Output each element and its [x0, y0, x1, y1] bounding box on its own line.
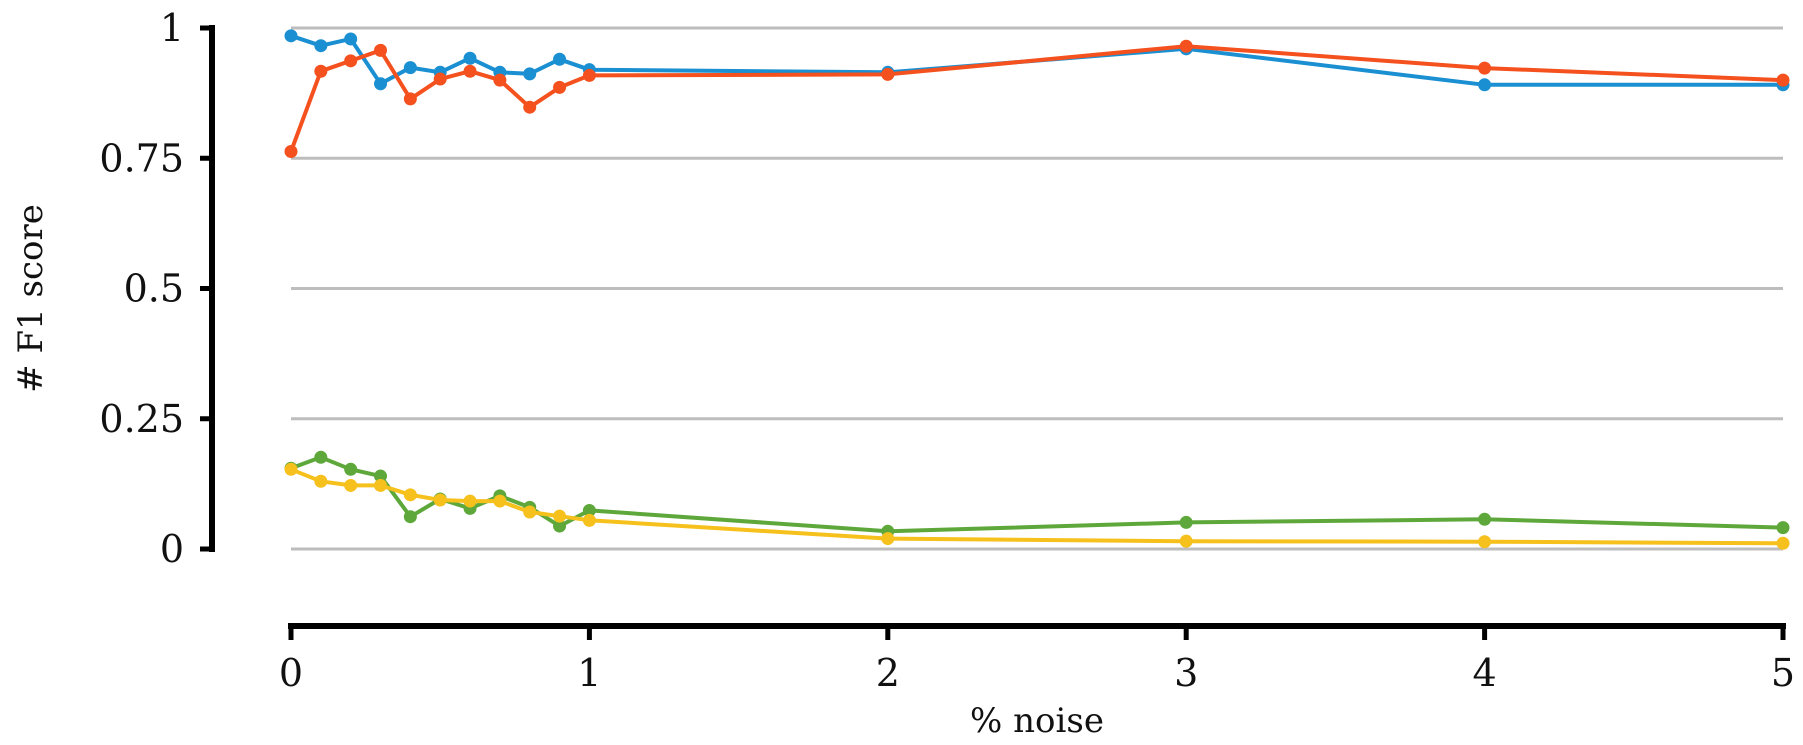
- series-2-point: [433, 72, 447, 86]
- series-3-point: [553, 519, 567, 533]
- series-1-point: [374, 77, 388, 91]
- series-1-point: [523, 67, 537, 81]
- axis-labels: 0 0.25 0.5 0.75 1 0 1 2 3 4 5: [99, 6, 1795, 695]
- series-2-point: [1776, 73, 1790, 87]
- series-3-point: [1478, 512, 1492, 526]
- series-1-point: [463, 51, 477, 65]
- series-1-point: [403, 61, 417, 75]
- series-3-point: [1776, 521, 1790, 535]
- series-4-point: [314, 474, 328, 488]
- y-axis-title: # F1 score: [11, 204, 51, 393]
- gridlines: [291, 26, 1783, 551]
- series-2-point: [314, 64, 328, 78]
- series-4-point: [1179, 534, 1193, 548]
- series-1-point: [284, 29, 298, 43]
- series-4-point: [493, 494, 507, 508]
- series-3-point: [374, 469, 388, 483]
- series-1-point: [314, 39, 328, 53]
- y-tick-label: 0.75: [99, 136, 184, 180]
- series-4-point: [553, 509, 567, 523]
- series-2-point: [463, 64, 477, 78]
- series-2-point: [582, 68, 596, 82]
- series-4-point: [582, 513, 596, 527]
- series-4-point: [463, 494, 477, 508]
- series-4-point: [374, 478, 388, 492]
- axes: [200, 25, 1786, 640]
- x-tick-label: 4: [1473, 651, 1497, 695]
- y-tick-label: 0.5: [124, 267, 184, 311]
- series-2-point: [344, 54, 358, 68]
- series-2-point: [1179, 39, 1193, 53]
- series-2-point: [493, 73, 507, 87]
- series-3-point: [582, 503, 596, 517]
- series-layer: [284, 29, 1790, 550]
- y-tick-label: 0: [160, 527, 184, 571]
- series-4-point: [1478, 535, 1492, 549]
- series-1-point: [553, 52, 567, 66]
- series-4-point: [881, 532, 895, 546]
- series-3-point: [314, 450, 328, 464]
- series-2-point: [284, 144, 298, 158]
- series-2-line: [289, 44, 1784, 153]
- series-2-point: [523, 100, 537, 114]
- series-1-point: [1478, 78, 1492, 92]
- x-tick-label: 5: [1771, 651, 1795, 695]
- x-tick-label: 0: [279, 651, 303, 695]
- y-tick-label: 0.25: [99, 397, 184, 441]
- series-4-point: [433, 493, 447, 507]
- series-3-point: [1179, 515, 1193, 529]
- x-tick-label: 2: [876, 651, 900, 695]
- series-2-point: [1478, 61, 1492, 75]
- y-tick-label: 1: [160, 6, 184, 50]
- series-4-point: [523, 505, 537, 519]
- series-4-point: [403, 488, 417, 502]
- series-2-point: [374, 43, 388, 57]
- series-3-line: [290, 455, 1784, 534]
- series-4-point: [344, 478, 358, 492]
- x-axis-title: % noise: [970, 701, 1104, 741]
- series-2-point: [881, 67, 895, 81]
- series-4-point: [1776, 536, 1790, 550]
- series-4-point: [284, 462, 298, 476]
- series-4-line: [290, 467, 1784, 546]
- series-1-point: [344, 32, 358, 46]
- x-tick-label: 3: [1174, 651, 1198, 695]
- series-3-point: [403, 510, 417, 524]
- series-3-point: [344, 462, 358, 476]
- x-tick-label: 1: [577, 651, 601, 695]
- series-2-point: [553, 80, 567, 94]
- series-2-point: [403, 92, 417, 106]
